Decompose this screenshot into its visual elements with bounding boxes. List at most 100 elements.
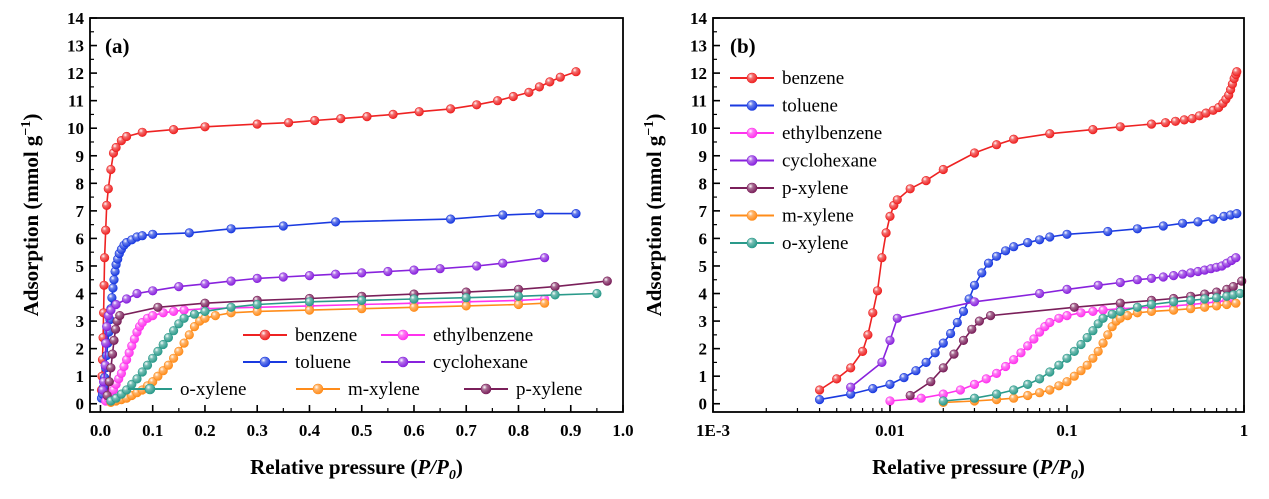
- panel-b-x-axis-label: Relative pressure (P/P0): [872, 455, 1085, 483]
- panel-a-point-m-xylene: [174, 346, 184, 357]
- panel-a-xtick-label: 0.0: [90, 421, 111, 440]
- panel-a-legend-label: benzene: [295, 325, 357, 346]
- panel-a-point-p-xylene: [106, 363, 116, 373]
- panel-b-point-toluene: [958, 306, 969, 317]
- panel-b-point-ethylbenzene: [1000, 361, 1011, 372]
- panel-a-point-toluene: [446, 214, 456, 224]
- panel-b-point-ethylbenzene: [1098, 305, 1108, 315]
- panel-b-point-o-xylene: [1062, 353, 1072, 363]
- panel-a-point-benzene: [111, 142, 121, 153]
- panel-a-xtick-label: 1.0: [612, 421, 633, 440]
- panel-b-point-toluene: [1000, 246, 1011, 256]
- panel-b-point-benzene: [877, 253, 887, 263]
- panel-b-point-p-xylene: [985, 311, 996, 321]
- panel-b-point-o-xylene: [1115, 306, 1125, 317]
- panel-a-point-o-xylene: [169, 326, 179, 336]
- panel-b-point-m-xylene: [1098, 338, 1108, 348]
- panel-a-point-o-xylene: [153, 346, 163, 357]
- panel-b-point-m-xylene: [1222, 299, 1232, 310]
- panel-b-point-ethylbenzene: [1054, 313, 1064, 323]
- panel-a-point-p-xylene: [602, 276, 612, 286]
- panel-b-point-m-xylene: [1168, 305, 1179, 315]
- panel-b-point-o-xylene: [1186, 295, 1196, 306]
- panel-b-point-cyclohexane: [846, 382, 856, 392]
- panel-a-point-benzene: [102, 200, 112, 210]
- panel-b-point-ethylbenzene: [1016, 348, 1026, 358]
- panel-a-point-benzene: [493, 96, 503, 106]
- panel-a-point-p-xylene: [550, 282, 560, 292]
- panel-a-legend-item-cyclohexane: cyclohexane: [381, 352, 528, 373]
- panel-a-point-o-xylene: [163, 333, 173, 343]
- panel-b-point-toluene: [921, 357, 931, 368]
- panel-a-point-benzene: [252, 119, 262, 129]
- panel-a-ytick-label: 0: [76, 395, 85, 414]
- panel-b-ytick-label: 5: [699, 257, 708, 276]
- panel-b-point-cyclohexane: [1132, 275, 1142, 285]
- panel-b-point-toluene: [945, 328, 956, 339]
- panel-a-point-benzene: [310, 115, 320, 126]
- panel-b-ytick-label: 8: [699, 174, 708, 193]
- panel-b-legend-label: p-xylene: [782, 178, 848, 199]
- panel-b-point-benzene: [857, 346, 868, 357]
- panel-b-point-p-xylene: [958, 335, 969, 346]
- panel-a-legend-label: m-xylene: [348, 379, 420, 400]
- panel-b-point-m-xylene: [1034, 388, 1045, 398]
- panel-a-ytick-label: 7: [76, 202, 85, 221]
- panel-b-point-benzene: [921, 176, 931, 186]
- panel-a-point-p-xylene: [200, 298, 210, 308]
- panel-b-point-toluene: [983, 258, 994, 268]
- panel-a-legend-swatch-marker: [397, 356, 409, 368]
- panel-b-point-toluene: [1009, 242, 1019, 252]
- panel-b-point-benzene: [885, 211, 895, 221]
- panel-b-series-benzene: [814, 67, 1242, 395]
- panel-b-legend-label: o-xylene: [782, 233, 848, 254]
- panel-b-point-benzene: [881, 228, 891, 238]
- panel-a-point-o-xylene: [226, 302, 236, 312]
- panel-a-point-benzene: [388, 109, 398, 119]
- panel-a-point-benzene: [472, 100, 482, 110]
- panel-a-point-toluene: [331, 217, 341, 227]
- panel-b-ytick-label: 1: [699, 367, 708, 386]
- panel-b-series-toluene: [814, 209, 1242, 405]
- panel-b-legend-swatch-marker: [746, 182, 758, 194]
- panel-a-point-ethylbenzene: [148, 311, 158, 321]
- panel-b-legend-label: m-xylene: [782, 206, 854, 227]
- panel-a-point-m-xylene: [357, 304, 367, 314]
- panel-b-point-m-xylene: [1231, 298, 1241, 308]
- panel-b-point-benzene: [863, 330, 873, 340]
- panel-b-point-p-xylene: [1069, 302, 1079, 312]
- panel-a-point-benzene: [555, 72, 565, 82]
- panel-a-plot-frame: [89, 17, 624, 413]
- panel-b-point-benzene: [1088, 125, 1098, 135]
- panel-b-point-o-xylene: [1054, 360, 1064, 370]
- panel-a-point-benzene: [524, 87, 534, 97]
- panel-a-ytick-label: 2: [76, 340, 85, 359]
- panel-a-ytick-label: 12: [67, 64, 84, 83]
- panel-b-point-cyclohexane: [877, 357, 887, 368]
- panel-a-ytick-label: 1: [76, 367, 85, 386]
- panel-b-point-cyclohexane: [1231, 253, 1241, 263]
- panel-b-point-toluene: [1232, 209, 1242, 219]
- panel-b-point-o-xylene: [1076, 339, 1086, 350]
- panel-b-point-ethylbenzene: [969, 379, 980, 390]
- panel-b-legend-swatch-marker: [746, 72, 758, 84]
- panel-a-point-benzene: [571, 67, 581, 77]
- panel-a-point-cyclohexane: [102, 322, 112, 332]
- panel-a-point-m-xylene: [163, 360, 173, 370]
- panel-b-point-p-xylene: [1115, 298, 1125, 308]
- panel-a-point-cyclohexane: [121, 294, 132, 304]
- panel-b-series-cyclohexane: [846, 253, 1241, 392]
- panel-b-point-m-xylene: [1054, 381, 1064, 391]
- panel-a-point-o-xylene: [148, 353, 158, 363]
- panel-a-point-toluene: [498, 210, 508, 220]
- panel-b-legend-item-p-xylene: p-xylene: [730, 178, 848, 199]
- panel-b-point-o-xylene: [1023, 379, 1033, 390]
- panel-a-point-cyclohexane: [472, 261, 482, 271]
- panel-b-point-o-xylene: [991, 389, 1002, 399]
- panel-a-legend-swatch-marker: [312, 383, 324, 395]
- panel-a-ytick-label: 14: [67, 9, 85, 28]
- panel-b-point-m-xylene: [1186, 304, 1196, 314]
- panel-a-legend-swatch-marker: [259, 329, 271, 341]
- panel-b-legend-label: toluene: [782, 96, 838, 117]
